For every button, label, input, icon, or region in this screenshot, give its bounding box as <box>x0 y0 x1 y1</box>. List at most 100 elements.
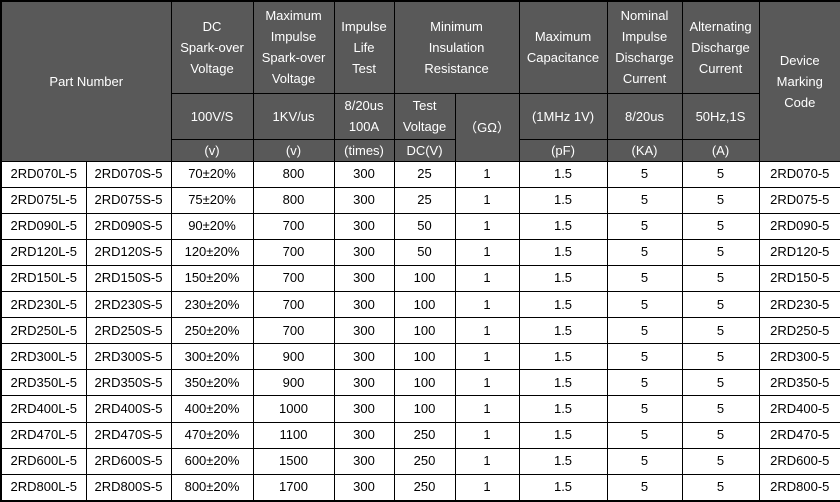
header-condition-row: 100V/S 1KV/us 8/20us 100A Test Voltage （… <box>1 92 840 162</box>
impulse-life-cell: 300 <box>333 395 395 423</box>
device-marking-cell: 2RD600-5 <box>758 447 840 475</box>
max-impulse-sparkover-cell: 900 <box>252 369 335 397</box>
header-title-row: Part Number DC Spark-over Voltage Maximu… <box>0 0 840 162</box>
alternating-current-cell: 5 <box>681 186 760 214</box>
header-unit-row: (v) (v) (times) DC(V) (pF) (KA) (A) <box>1 138 840 162</box>
test-voltage-cell: 250 <box>393 421 456 449</box>
table-row: 2RD300L-5 2RD300S-5 300±20% 900 300 100 1 1.5 5 5… <box>0 343 840 371</box>
part-number-s-cell: 2RD470S-5 <box>85 421 172 449</box>
device-marking-cell: 2RD090-5 <box>758 212 840 240</box>
alternating-current-cell: 5 <box>681 447 760 475</box>
capacitance-cell: 1.5 <box>518 317 608 345</box>
insulation-resistance-cell: 1 <box>454 212 520 240</box>
part-number-s-cell: 2RD090S-5 <box>85 212 172 240</box>
capacitance-cell: 1.5 <box>518 447 608 475</box>
table-row: 2RD350L-5 2RD350S-5 350±20% 900 300 100 1 1.5 5 5… <box>0 369 840 397</box>
dc-sparkover-cell: 350±20% <box>170 369 254 397</box>
nominal-impulse-current-cell: 5 <box>606 160 683 188</box>
nominal-impulse-current-cell: 5 <box>606 369 683 397</box>
capacitance-cell: 1.5 <box>518 160 608 188</box>
alternating-current-cell: 5 <box>681 473 760 502</box>
alternating-discharge-header: Alternating Discharge Current <box>681 0 760 94</box>
insulation-resistance-cell: 1 <box>454 369 520 397</box>
max-impulse-sparkover-cell: 700 <box>252 264 335 293</box>
impulse-life-cell: 300 <box>333 369 395 397</box>
alternating-current-cell: 5 <box>681 160 760 188</box>
capacitance-cell: 1.5 <box>518 238 608 266</box>
table-row: 2RD090L-5 2RD090S-5 90±20% 700 300 50 1 1.5 5 5 2R… <box>0 212 840 240</box>
insulation-resistance-cell: 1 <box>454 473 520 502</box>
impulse-life-cell: 300 <box>333 291 395 319</box>
part-number-s-cell: 2RD150S-5 <box>85 264 172 293</box>
dc-sparkover-cell: 120±20% <box>170 238 254 266</box>
part-number-l-cell: 2RD350L-5 <box>0 369 87 397</box>
table-row: 2RD800L-5 2RD800S-5 800±20% 1700 300 250 1 1.5 5… <box>0 473 840 502</box>
test-voltage-cell: 100 <box>393 369 456 397</box>
test-voltage-cell: 25 <box>393 186 456 214</box>
impulse-life-cell: 300 <box>333 186 395 214</box>
device-marking-cell: 2RD800-5 <box>758 473 840 502</box>
part-number-s-cell: 2RD600S-5 <box>85 447 172 475</box>
table-row: 2RD250L-5 2RD250S-5 250±20% 700 300 100 1 1.5 5 5… <box>0 317 840 345</box>
nominal-impulse-current-cell: 5 <box>606 186 683 214</box>
part-number-l-cell: 2RD470L-5 <box>0 421 87 449</box>
part-number-s-cell: 2RD120S-5 <box>85 238 172 266</box>
test-voltage-cell: 100 <box>393 264 456 293</box>
device-marking-cell: 2RD250-5 <box>758 317 840 345</box>
impulse-life-cell: 300 <box>333 238 395 266</box>
dc-sparkover-unit: (v) <box>170 138 254 162</box>
test-voltage-cell: 250 <box>393 473 456 502</box>
test-voltage-cell: 100 <box>393 317 456 345</box>
dc-sparkover-cell: 470±20% <box>170 421 254 449</box>
max-impulse-sparkover-header: Maximum Impulse Spark-over Voltage <box>252 0 335 94</box>
max-capacitance-header: Maximum Capacitance <box>518 0 608 94</box>
max-impulse-sparkover-cell: 900 <box>252 343 335 371</box>
alternating-current-cell: 5 <box>681 421 760 449</box>
alternating-current-cell: 5 <box>681 212 760 240</box>
dc-sparkover-header: DC Spark-over Voltage <box>170 0 254 94</box>
capacitance-cell: 1.5 <box>518 264 608 293</box>
part-number-l-cell: 2RD075L-5 <box>0 186 87 214</box>
max-impulse-sparkover-cell: 1000 <box>252 395 335 423</box>
nominal-impulse-current-cell: 5 <box>606 473 683 502</box>
alternating-current-cell: 5 <box>681 317 760 345</box>
impulse-life-cell: 300 <box>333 421 395 449</box>
capacitance-cell: 1.5 <box>518 369 608 397</box>
table-row: 2RD150L-5 2RD150S-5 150±20% 700 300 100 1 1.5 5 5… <box>0 264 840 293</box>
dc-sparkover-condition: 100V/S <box>170 92 254 140</box>
dc-sparkover-cell: 150±20% <box>170 264 254 293</box>
test-voltage-cell: 100 <box>393 343 456 371</box>
device-marking-cell: 2RD070-5 <box>758 160 840 188</box>
impulse-life-cell: 300 <box>333 447 395 475</box>
nominal-impulse-current-cell: 5 <box>606 447 683 475</box>
nominal-impulse-current-cell: 5 <box>606 317 683 345</box>
test-voltage-cell: 50 <box>393 212 456 240</box>
part-number-l-cell: 2RD090L-5 <box>0 212 87 240</box>
max-impulse-sparkover-cell: 1100 <box>252 421 335 449</box>
alternating-unit: (A) <box>681 138 760 162</box>
part-number-s-cell: 2RD070S-5 <box>85 160 172 188</box>
table-row: 2RD230L-5 2RD230S-5 230±20% 700 300 100 1 1.5 5 5… <box>0 291 840 319</box>
alternating-condition: 50Hz,1S <box>681 92 760 140</box>
table-row: 2RD075L-5 2RD075S-5 75±20% 800 300 25 1 1.5 5 5 2R… <box>0 186 840 214</box>
test-voltage-cell: 25 <box>393 160 456 188</box>
dc-sparkover-cell: 300±20% <box>170 343 254 371</box>
max-impulse-sparkover-cell: 700 <box>252 238 335 266</box>
capacitance-cell: 1.5 <box>518 291 608 319</box>
part-number-s-cell: 2RD230S-5 <box>85 291 172 319</box>
part-number-s-cell: 2RD300S-5 <box>85 343 172 371</box>
part-number-l-cell: 2RD300L-5 <box>0 343 87 371</box>
test-voltage-cell: 100 <box>393 291 456 319</box>
part-number-l-cell: 2RD150L-5 <box>0 264 87 293</box>
nominal-impulse-current-cell: 5 <box>606 395 683 423</box>
max-impulse-sparkover-cell: 800 <box>252 186 335 214</box>
alternating-current-cell: 5 <box>681 291 760 319</box>
nominal-impulse-current-cell: 5 <box>606 238 683 266</box>
capacitance-cell: 1.5 <box>518 186 608 214</box>
part-number-s-cell: 2RD800S-5 <box>85 473 172 502</box>
table-body: 2RD070L-5 2RD070S-5 70±20% 800 300 25 1 1.5 5 5 2R… <box>0 160 840 502</box>
device-marking-cell: 2RD120-5 <box>758 238 840 266</box>
dc-sparkover-cell: 250±20% <box>170 317 254 345</box>
max-impulse-sparkover-cell: 700 <box>252 317 335 345</box>
